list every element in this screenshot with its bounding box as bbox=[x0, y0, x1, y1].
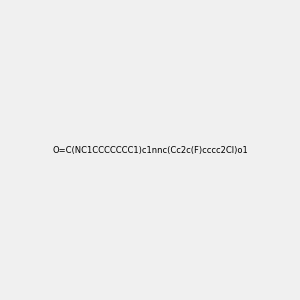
Text: O=C(NC1CCCCCCC1)c1nnc(Cc2c(F)cccc2Cl)o1: O=C(NC1CCCCCCC1)c1nnc(Cc2c(F)cccc2Cl)o1 bbox=[52, 146, 248, 154]
